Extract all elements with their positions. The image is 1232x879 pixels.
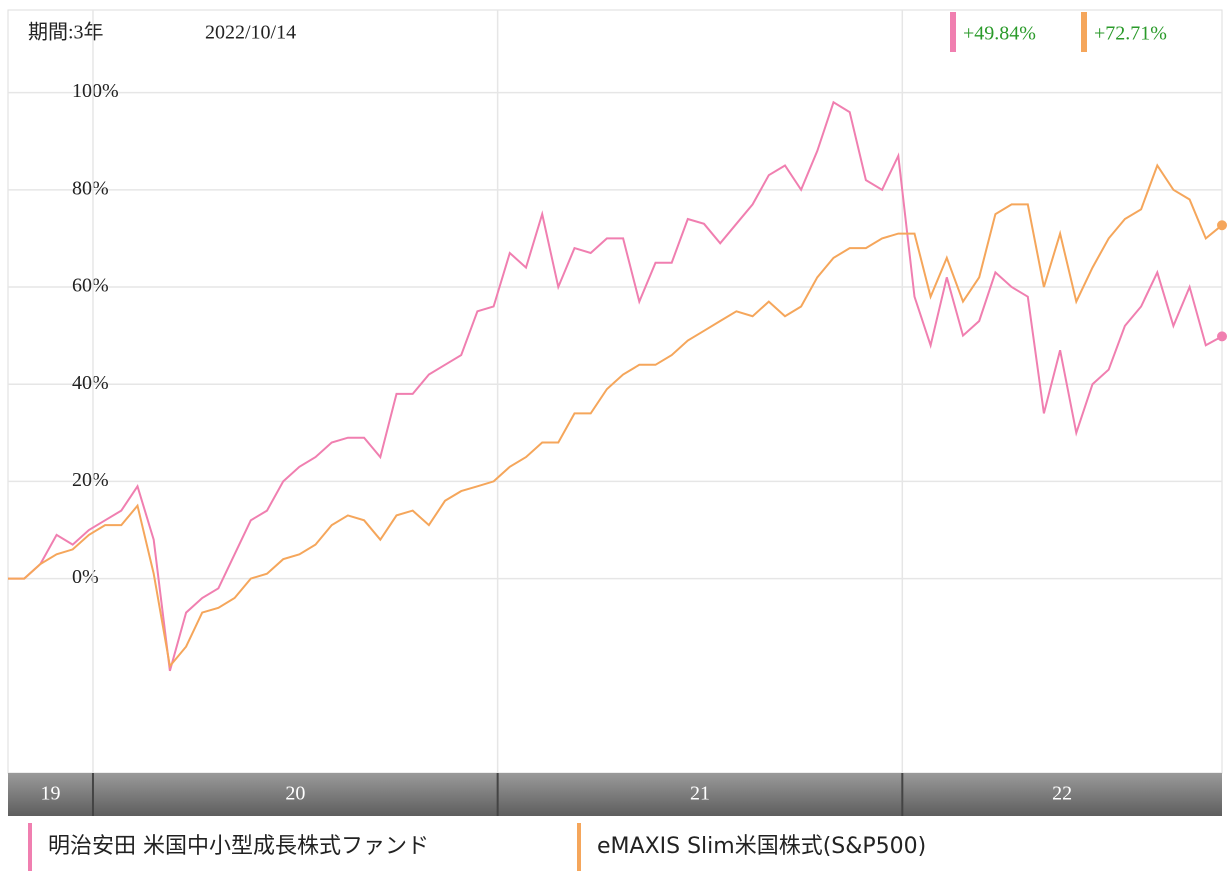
date-label: 2022/10/14	[205, 22, 296, 44]
y-tick-label: 60%	[72, 275, 109, 297]
legend-label: 明治安田 米国中小型成長株式ファンド	[48, 834, 429, 859]
series-line	[8, 163, 1223, 669]
legend-swatch	[28, 823, 32, 871]
return-swatch	[950, 12, 956, 52]
x-band	[8, 773, 1222, 816]
y-tick-label: 80%	[72, 177, 109, 199]
x-band-label: 22	[1052, 783, 1072, 805]
return-label: +72.71%	[1094, 23, 1167, 45]
y-tick-label: 100%	[72, 80, 119, 102]
return-swatch	[1081, 12, 1087, 52]
x-band-label: 20	[285, 783, 305, 805]
x-band-label: 21	[690, 783, 710, 805]
series-line	[8, 100, 1223, 672]
plot-area	[7, 9, 1223, 774]
return-label: +49.84%	[963, 23, 1036, 45]
legend-label: eMAXIS Slim米国株式(S&P500)	[597, 834, 926, 859]
x-band-label: 19	[40, 783, 60, 805]
legend-swatch	[577, 823, 581, 871]
end-dot	[1217, 331, 1227, 342]
y-tick-label: 0%	[72, 566, 99, 588]
y-tick-label: 20%	[72, 469, 109, 491]
end-dot	[1217, 220, 1227, 231]
period-label: 期間:3年	[28, 21, 104, 44]
y-tick-label: 40%	[72, 372, 109, 394]
